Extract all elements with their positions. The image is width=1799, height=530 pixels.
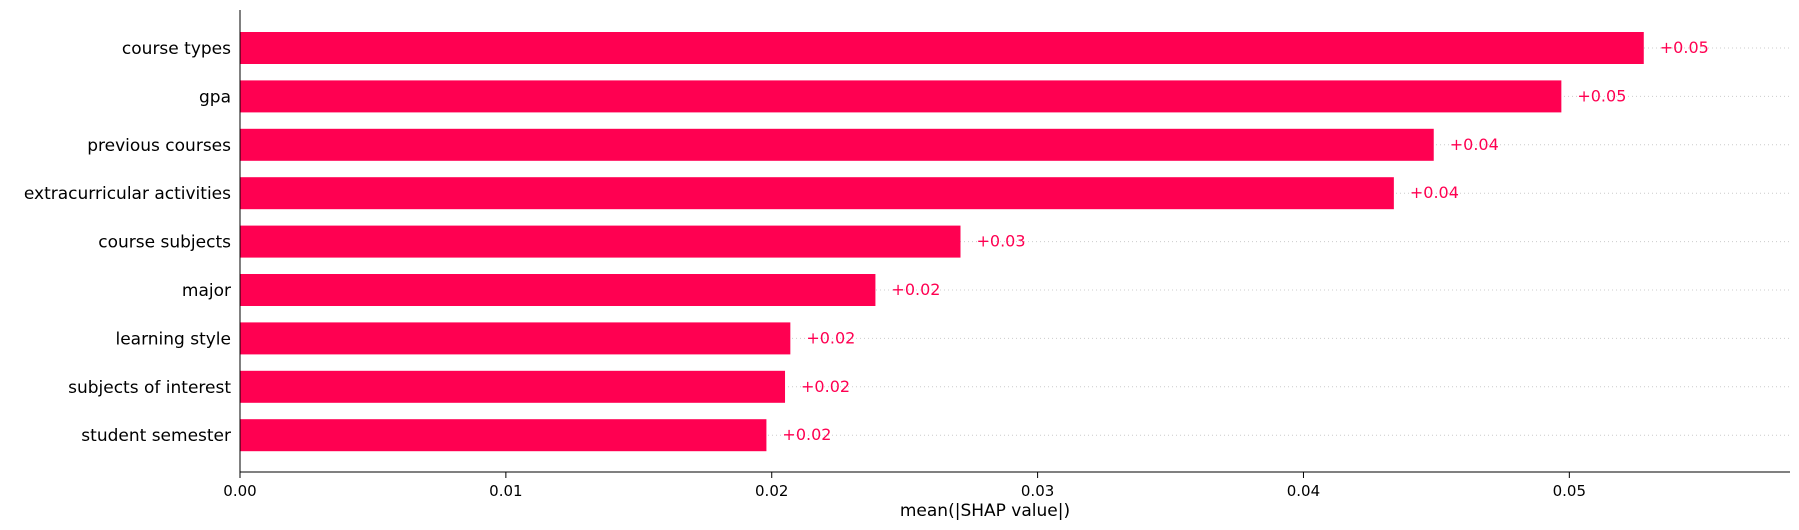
category-label: course types xyxy=(122,39,231,59)
category-label: student semester xyxy=(81,426,231,446)
bar-value-label: +0.05 xyxy=(1577,86,1626,105)
x-axis-title: mean(|SHAP value|) xyxy=(900,501,1070,521)
bar-value-label: +0.05 xyxy=(1660,38,1709,57)
bar-value-label: +0.04 xyxy=(1450,135,1499,154)
x-ticks-group: 0.00 0.01 0.02 0.03 0.04 0.05 xyxy=(223,472,1586,500)
bar xyxy=(240,80,1562,113)
value-labels-group: +0.05 +0.05 +0.04 +0.04 +0.03 +0.02 +0.02 +0.02… xyxy=(782,38,1708,444)
category-labels-group: course types gpa previous courses extracurr… xyxy=(24,39,231,446)
category-label: major xyxy=(182,281,231,301)
bar-value-label: +0.04 xyxy=(1410,183,1459,202)
bar xyxy=(240,32,1644,64)
bar xyxy=(240,370,786,403)
category-label: extracurricular activities xyxy=(24,184,231,204)
bar xyxy=(240,419,767,452)
bar-value-label: +0.02 xyxy=(891,280,940,299)
category-label: subjects of interest xyxy=(68,378,231,398)
x-tick-label: 0.02 xyxy=(755,482,788,500)
bars-group xyxy=(240,32,1644,452)
bar-value-label: +0.02 xyxy=(801,377,850,396)
category-label: previous courses xyxy=(87,136,231,156)
bar xyxy=(240,128,1434,161)
x-tick-label: 0.05 xyxy=(1553,482,1586,500)
bar xyxy=(240,322,791,355)
x-tick-label: 0.01 xyxy=(489,482,522,500)
x-tick-label: 0.04 xyxy=(1287,482,1320,500)
category-label: learning style xyxy=(115,329,231,349)
x-tick-label: 0.00 xyxy=(223,482,256,500)
x-tick-label: 0.03 xyxy=(1021,482,1054,500)
bar xyxy=(240,225,961,258)
category-label: course subjects xyxy=(98,233,231,253)
bar xyxy=(240,177,1394,210)
bar-value-label: +0.02 xyxy=(806,328,855,347)
category-label: gpa xyxy=(199,87,231,107)
bar xyxy=(240,274,876,306)
bar-value-label: +0.02 xyxy=(782,425,831,444)
bar-value-label: +0.03 xyxy=(976,232,1025,251)
